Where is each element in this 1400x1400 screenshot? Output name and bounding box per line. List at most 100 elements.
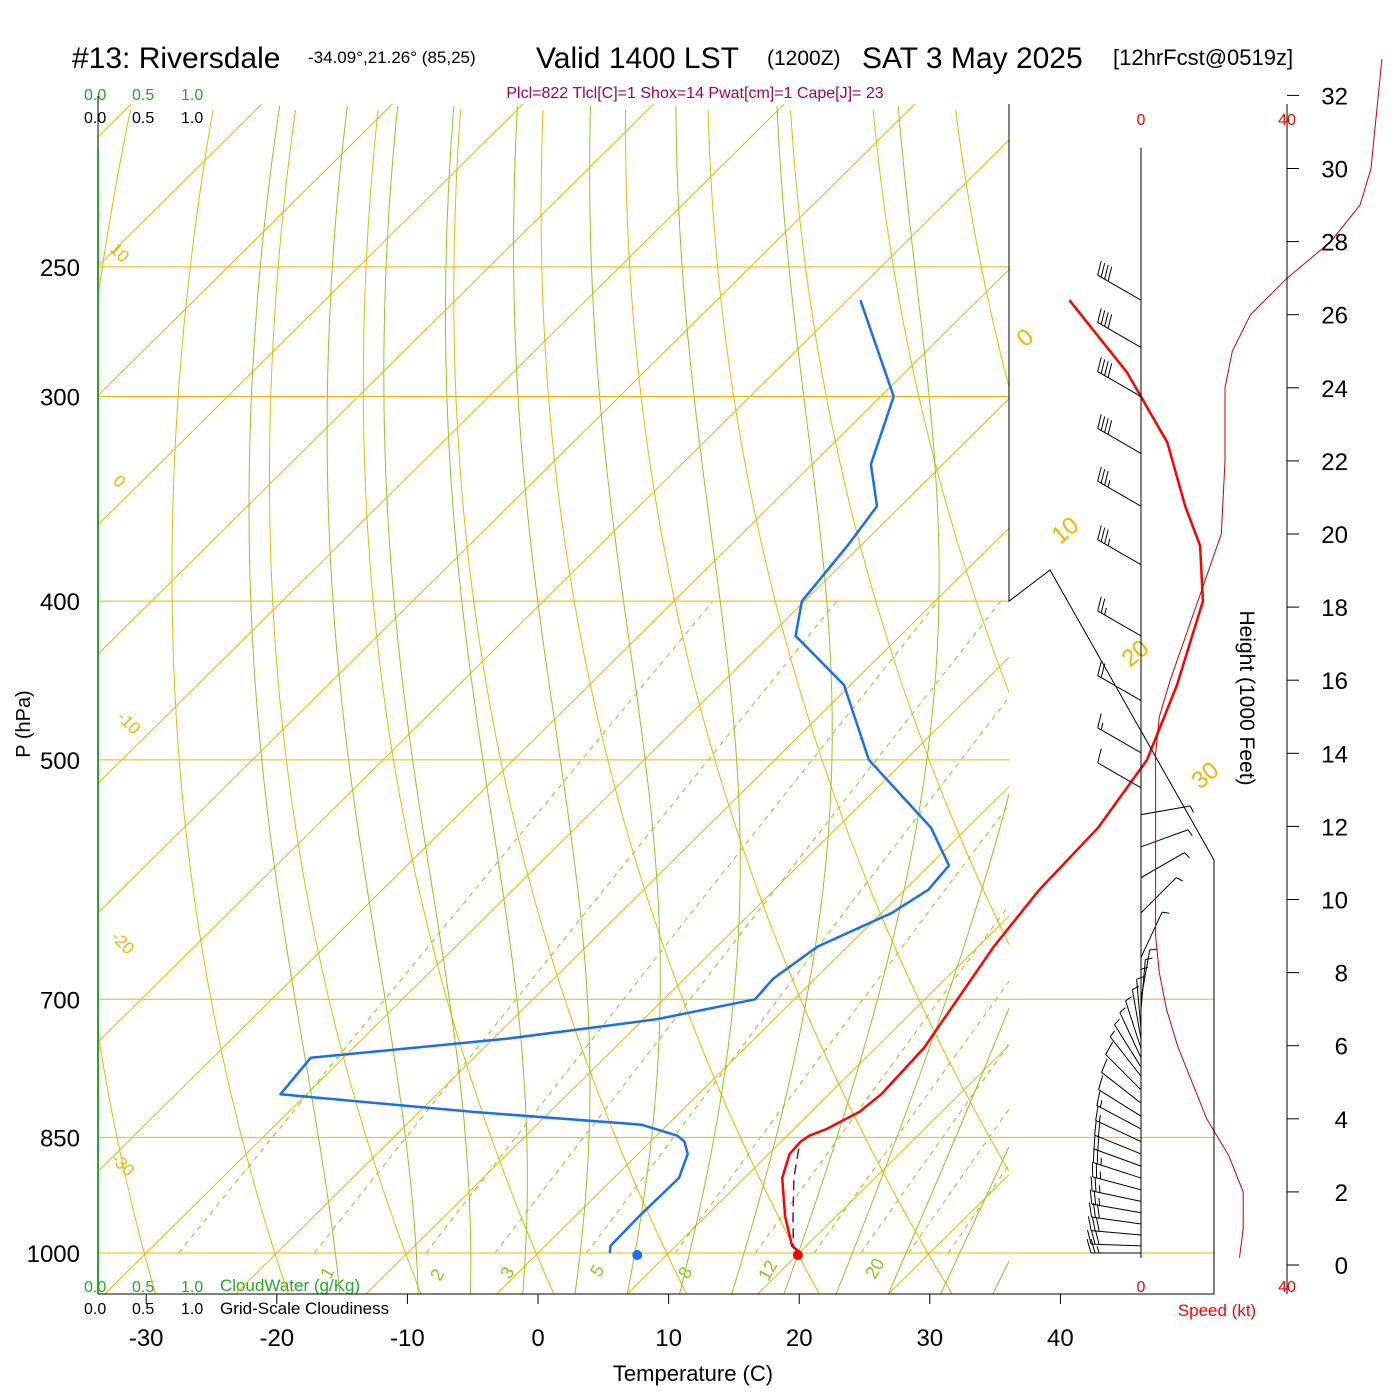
barb-feather bbox=[1087, 1216, 1092, 1231]
barb-feather bbox=[1089, 1189, 1093, 1205]
dry-adiabat bbox=[707, 109, 1009, 1173]
barb-staff bbox=[1097, 428, 1142, 454]
barb-half-feather bbox=[1125, 996, 1132, 1002]
isotherm-line bbox=[104, 398, 1009, 1294]
barb-half-feather bbox=[1100, 722, 1104, 730]
barb-staff bbox=[1092, 1176, 1142, 1191]
isotherm-label: 10 bbox=[106, 239, 133, 266]
temperature-tick-label: 0 bbox=[531, 1325, 544, 1352]
mixing-ratio-line bbox=[754, 904, 1009, 1254]
height-tick-label: 30 bbox=[1321, 157, 1348, 184]
wind-barb bbox=[1097, 713, 1142, 754]
isotherm-label: 0 bbox=[109, 471, 129, 491]
barb-feather bbox=[1091, 1216, 1096, 1232]
isotherm-line bbox=[757, 1044, 1009, 1294]
wind-barb bbox=[1097, 466, 1142, 507]
mixing-ratio-line bbox=[947, 1163, 1009, 1254]
thermo-grid bbox=[98, 104, 1009, 1294]
wind-barb bbox=[1087, 1229, 1142, 1247]
wind-barb bbox=[1087, 1216, 1142, 1236]
wind-barb bbox=[1086, 1238, 1141, 1254]
dry-adiabat-label: 0 bbox=[1012, 323, 1040, 352]
barb-feather bbox=[1100, 598, 1106, 614]
barb-feather bbox=[1097, 466, 1102, 482]
moist-adiabat-label: 5 bbox=[586, 1261, 608, 1280]
valid-date: SAT 3 May 2025 bbox=[862, 42, 1083, 75]
surface-dewpoint-dot bbox=[632, 1250, 643, 1260]
wind-barb bbox=[1097, 414, 1142, 454]
barb-staff bbox=[1091, 1216, 1142, 1225]
height-tick-label: 0 bbox=[1335, 1253, 1348, 1280]
wind-barb bbox=[1105, 1041, 1142, 1091]
cloud-top-black-1: 0.5 bbox=[132, 110, 154, 127]
moist-adiabat bbox=[675, 106, 741, 1294]
barb-feather bbox=[1094, 1177, 1097, 1192]
moist-adiabat bbox=[589, 105, 661, 1294]
barb-half-feather bbox=[1136, 976, 1144, 980]
wind-barb bbox=[1095, 1105, 1142, 1143]
wind-barb bbox=[1136, 976, 1144, 1030]
valid-time: Valid 1400 LST bbox=[536, 42, 739, 75]
barb-feather bbox=[1100, 262, 1106, 278]
barb-staff bbox=[1097, 762, 1142, 789]
cloud-bottom-green-1: 0.5 bbox=[132, 1279, 154, 1296]
station-coords: -34.09°,21.26° (85,25) bbox=[308, 48, 476, 67]
cloud-bottom-black-0: 0.0 bbox=[84, 1301, 106, 1318]
height-tick-label: 10 bbox=[1321, 888, 1348, 915]
barb-staff bbox=[1140, 949, 1151, 1000]
barb-feather bbox=[1100, 359, 1106, 374]
height-tick-label: 2 bbox=[1335, 1180, 1348, 1207]
wind-barb bbox=[1096, 1091, 1142, 1130]
wind-barb bbox=[1090, 1176, 1142, 1202]
station-title: #13: Riversdale bbox=[72, 42, 280, 75]
barb-half-feather bbox=[1183, 852, 1190, 859]
moist-adiabat bbox=[326, 105, 419, 1294]
barb-feather bbox=[1094, 1120, 1097, 1136]
height-tick-label: 6 bbox=[1335, 1034, 1348, 1061]
wind-barb bbox=[1097, 748, 1142, 789]
barb-staff bbox=[1097, 274, 1142, 301]
wind-barb bbox=[1093, 1134, 1142, 1167]
barb-feather bbox=[1104, 264, 1109, 280]
barb-staff bbox=[1097, 610, 1142, 637]
wind-barb bbox=[1114, 1018, 1142, 1068]
barb-staff bbox=[1093, 1162, 1142, 1179]
mixing-ratio-line bbox=[860, 1043, 1009, 1254]
isotherm-line bbox=[98, 268, 1009, 1173]
barb-feather bbox=[1097, 414, 1102, 429]
barb-feather bbox=[1087, 1229, 1092, 1245]
barb-feather bbox=[1100, 468, 1106, 484]
height-tick-label: 26 bbox=[1321, 303, 1348, 330]
isotherm-label: -20 bbox=[107, 927, 138, 958]
barb-staff bbox=[1131, 989, 1142, 1039]
barb-half-feather bbox=[1098, 1198, 1101, 1206]
dry-adiabat-label: 20 bbox=[1117, 635, 1155, 673]
cloud-top-black-2: 1.0 bbox=[181, 110, 203, 127]
height-tick-label: 28 bbox=[1321, 230, 1348, 257]
dry-adiabat bbox=[540, 109, 820, 1294]
height-tick-label: 20 bbox=[1321, 522, 1348, 549]
barb-staff bbox=[1098, 1089, 1142, 1117]
dry-adiabat-label: 30 bbox=[1187, 757, 1225, 795]
mixing-ratio-line bbox=[908, 1108, 1009, 1254]
barb-feather bbox=[1107, 420, 1113, 435]
cloud-scale-bottom: 0.0 0.5 1.0 CloudWater (g/Kg) 0.0 0.5 1.… bbox=[84, 1276, 389, 1318]
dry-adiabat bbox=[269, 109, 422, 1294]
moist-adiabat-label: 20 bbox=[861, 1255, 888, 1282]
height-tick-label: 24 bbox=[1321, 376, 1348, 403]
barb-staff bbox=[1091, 1243, 1142, 1247]
mixing-ratio-line bbox=[178, 600, 714, 1254]
barb-feather bbox=[1097, 1135, 1100, 1151]
barb-feather bbox=[1097, 661, 1102, 676]
barb-staff bbox=[1119, 1012, 1142, 1058]
moist-adiabat bbox=[513, 105, 591, 1294]
isotherm-line bbox=[98, 104, 524, 526]
barb-half-feather bbox=[1098, 1114, 1101, 1123]
barb-feather bbox=[1096, 1203, 1100, 1219]
barb-half-feather bbox=[1104, 607, 1107, 616]
wind-barb bbox=[1097, 525, 1142, 566]
barb-half-feather bbox=[1189, 805, 1194, 813]
barb-staff bbox=[1097, 322, 1142, 348]
isotherm-line bbox=[98, 104, 263, 267]
wind-barb bbox=[1094, 1120, 1142, 1155]
